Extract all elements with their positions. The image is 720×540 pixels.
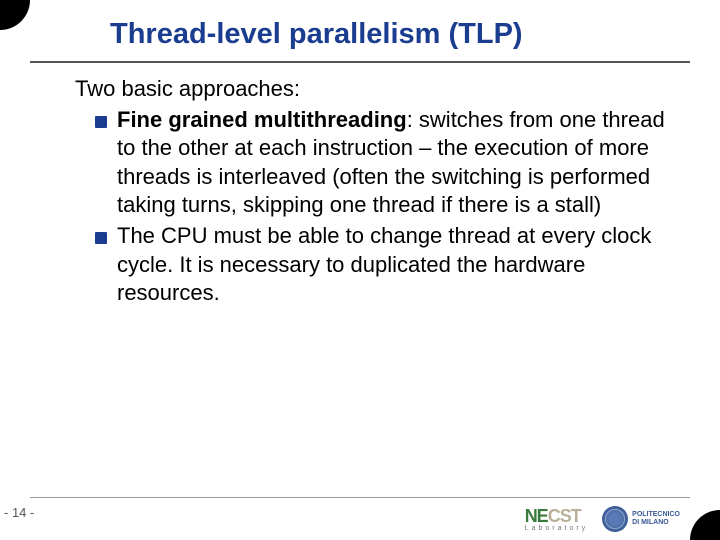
- list-item: Fine grained multithreading: switches fr…: [95, 106, 670, 220]
- polimi-logo: POLITECNICO DI MILANO: [602, 506, 680, 532]
- bullet-icon: [95, 232, 107, 244]
- slide-title: Thread-level parallelism (TLP): [110, 18, 680, 51]
- bullet-rest: The CPU must be able to change thread at…: [117, 223, 651, 305]
- polimi-logo-text: POLITECNICO DI MILANO: [632, 511, 680, 526]
- content-area: Two basic approaches: Fine grained multi…: [0, 63, 720, 308]
- necst-logo-main: NE: [525, 506, 548, 527]
- footer-divider: [30, 497, 690, 498]
- title-area: Thread-level parallelism (TLP): [0, 0, 720, 59]
- corner-decoration-br: [690, 510, 720, 540]
- necst-logo-sub: CST: [548, 506, 581, 527]
- polimi-line2: DI MILANO: [632, 519, 680, 527]
- bullet-bold: Fine grained multithreading: [117, 107, 407, 132]
- bullet-icon: [95, 116, 107, 128]
- necst-logo: NECST Laboratory: [525, 506, 588, 532]
- logo-area: NECST Laboratory POLITECNICO DI MILANO: [525, 506, 680, 532]
- intro-text: Two basic approaches:: [75, 75, 670, 104]
- corner-decoration-tl: [0, 0, 30, 30]
- list-item: The CPU must be able to change thread at…: [95, 222, 670, 308]
- necst-logo-lab: Laboratory: [525, 525, 588, 532]
- page-number: - 14 -: [4, 505, 34, 520]
- bullet-text: Fine grained multithreading: switches fr…: [117, 106, 670, 220]
- bullet-text: The CPU must be able to change thread at…: [117, 222, 670, 308]
- polimi-seal-icon: [602, 506, 628, 532]
- polimi-line1: POLITECNICO: [632, 511, 680, 519]
